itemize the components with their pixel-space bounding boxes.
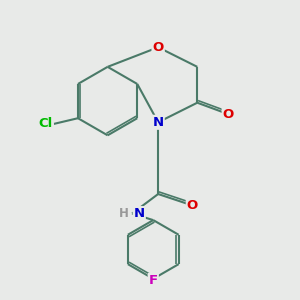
Text: H: H xyxy=(119,207,129,220)
Text: O: O xyxy=(223,108,234,121)
Text: O: O xyxy=(152,41,164,54)
Text: F: F xyxy=(149,274,158,287)
Text: Cl: Cl xyxy=(38,117,53,130)
Text: O: O xyxy=(187,199,198,212)
Text: N: N xyxy=(134,207,145,220)
Text: N: N xyxy=(153,116,164,129)
